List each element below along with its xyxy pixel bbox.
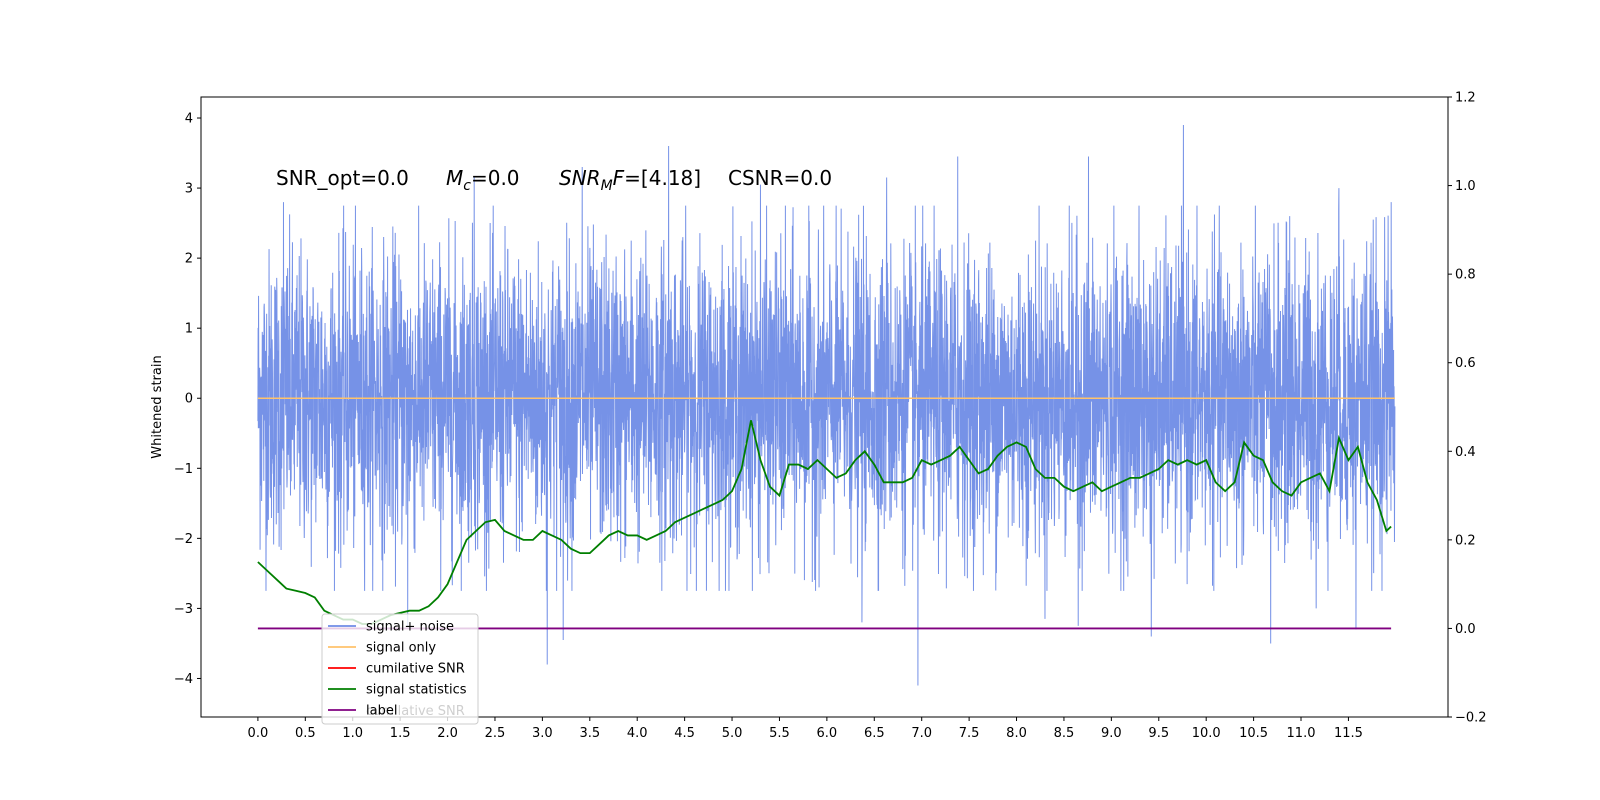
x-tick-label: 3.5 — [579, 726, 600, 741]
y-tick-label: 3 — [185, 182, 193, 197]
annot-snrmf-value: =[4.18] — [624, 166, 701, 190]
y2-tick-label: 1.0 — [1455, 179, 1476, 194]
annotation-row: SNR_opt=0.0 Mc=0.0 SNRMF=[4.18] CSNR=0.0 — [276, 166, 832, 194]
y-tick-label: −2 — [174, 532, 193, 547]
annot-snrmf-f: F — [613, 166, 625, 190]
signal-noise-trace — [257, 125, 1396, 686]
legend-ghost-text: cumilative SNR — [366, 704, 465, 719]
legend: cumilative SNR signal+ noise signal only cu… — [321, 613, 479, 725]
x-tick-label: 2.5 — [485, 726, 506, 741]
annot-snrmf-symbol: SNR — [559, 166, 601, 190]
x-tick-label: 5.5 — [769, 726, 790, 741]
x-tick-label: 3.0 — [532, 726, 553, 741]
legend-entry-label: signal+ noise — [366, 620, 454, 635]
x-tick-label: 6.5 — [864, 726, 885, 741]
x-tick-label: 2.0 — [437, 726, 458, 741]
y-tick-label: 0 — [185, 392, 193, 407]
annot-snrmf: SNRMF=[4.18] — [559, 166, 701, 194]
annot-snr-opt: SNR_opt=0.0 — [276, 166, 409, 190]
x-tick-label: 11.5 — [1334, 726, 1363, 741]
legend-entry-label: cumilative SNR — [366, 662, 465, 677]
y2-tick-label: 0.2 — [1455, 533, 1476, 548]
x-tick-label: 9.0 — [1101, 726, 1122, 741]
y-tick-label: 2 — [185, 252, 193, 267]
legend-box — [321, 613, 479, 725]
y2-tick-label: 1.2 — [1455, 91, 1476, 106]
x-tick-label: 4.0 — [627, 726, 648, 741]
x-tick-label: 10.5 — [1239, 726, 1268, 741]
x-tick-label: 1.5 — [390, 726, 411, 741]
plot-frame — [200, 96, 1449, 718]
legend-entry-label: signal statistics — [366, 683, 467, 698]
x-tick-label: 0.0 — [248, 726, 269, 741]
axes: 0.0 0.5 1.0 1.5 2.0 2.5 3.0 3.5 4.0 4.5 5.0 5.5 6.0 6… — [174, 91, 1487, 742]
y2-tick-label: 0.0 — [1455, 622, 1476, 637]
annot-snrmf-subscript: M — [601, 178, 613, 194]
y2-tick-label: 0.8 — [1455, 268, 1476, 283]
y-tick-label: 4 — [185, 112, 193, 127]
legend-entry-label: signal only — [366, 641, 436, 656]
series-signal-statistics-path — [257, 420, 1392, 625]
y-axis-label: Whitened strain — [150, 355, 165, 458]
x-tick-label: 0.5 — [295, 726, 316, 741]
y-tick-label: −3 — [174, 602, 193, 617]
x-tick-label: 7.5 — [959, 726, 980, 741]
y-tick-label: −4 — [174, 672, 193, 687]
y2-tick-label: 0.4 — [1455, 445, 1476, 460]
annot-mc-symbol: M — [446, 166, 463, 190]
annot-csnr: CSNR=0.0 — [728, 166, 832, 190]
series-signal-noise-path — [257, 125, 1396, 686]
y-tick-label: −1 — [174, 462, 193, 477]
x-tick-label: 4.5 — [674, 726, 695, 741]
x-tick-label: 1.0 — [342, 726, 363, 741]
y2-tick-label: −0.2 — [1455, 711, 1487, 726]
x-tick-label: 11.0 — [1287, 726, 1316, 741]
y-tick-label: 1 — [185, 322, 193, 337]
x-tick-label: 8.5 — [1054, 726, 1075, 741]
x-tick-label: 7.0 — [911, 726, 932, 741]
annot-mc-subscript: c — [463, 178, 471, 194]
x-tick-label: 9.5 — [1148, 726, 1169, 741]
annot-mc-value: =0.0 — [471, 166, 520, 190]
x-tick-label: 10.0 — [1192, 726, 1221, 741]
x-tick-label: 6.0 — [817, 726, 838, 741]
legend-entry-label: label — [366, 704, 397, 719]
y2-tick-label: 0.6 — [1455, 356, 1476, 371]
annot-mc: Mc=0.0 — [446, 166, 520, 194]
x-tick-label: 8.0 — [1006, 726, 1027, 741]
x-tick-label: 5.0 — [722, 726, 743, 741]
